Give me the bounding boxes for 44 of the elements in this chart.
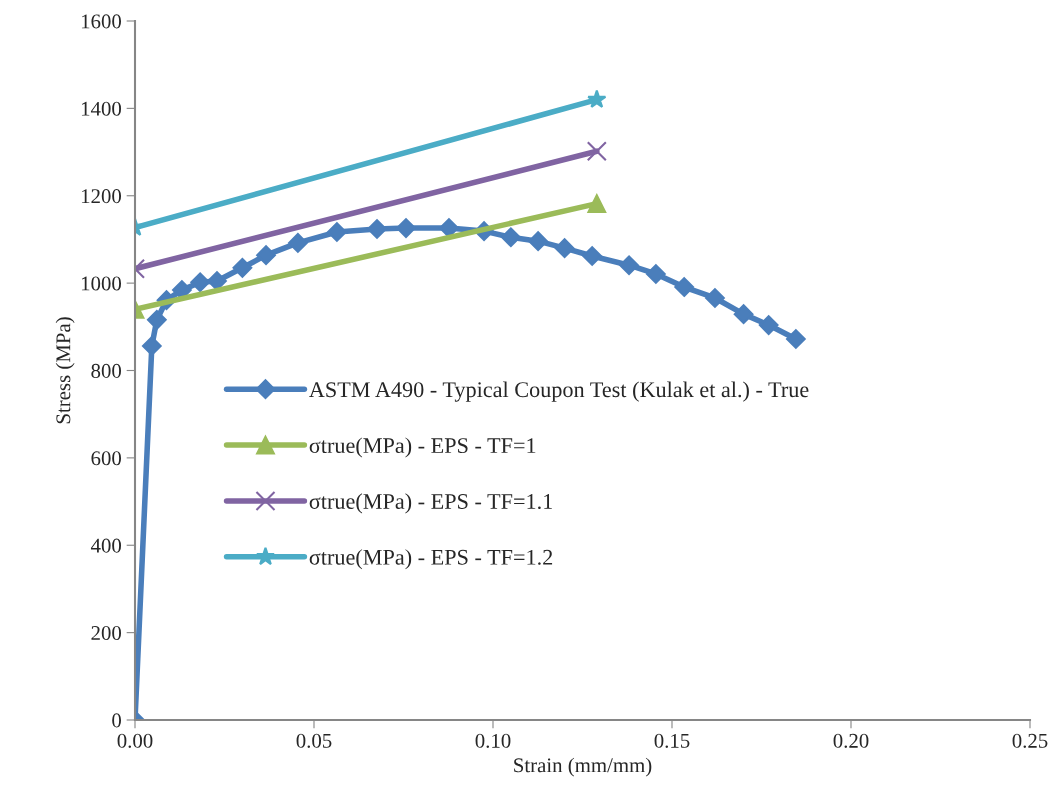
point — [190, 272, 211, 293]
point — [232, 257, 253, 278]
y-axis-title: Stress (MPa) — [55, 317, 75, 424]
legend-label: σtrue(MPa) - EPS - TF=1.1 — [309, 493, 552, 514]
point — [207, 271, 227, 291]
point — [554, 238, 575, 259]
point — [758, 315, 779, 335]
y-tick-label: 200 — [91, 626, 122, 641]
legend-label: ASTM A490 - Typical Coupon Test (Kulak et al.) - True — [309, 381, 809, 402]
point — [646, 264, 666, 284]
y-tick-label: 1200 — [81, 189, 122, 204]
y-tick-label: 800 — [91, 363, 122, 378]
point — [172, 280, 192, 300]
point — [619, 255, 639, 276]
point — [582, 246, 603, 266]
x-tick-label: 0.20 — [833, 733, 869, 748]
y-tick-label: 400 — [90, 538, 122, 553]
point — [439, 218, 459, 238]
point — [674, 277, 695, 297]
y-tick-label: 1600 — [81, 14, 122, 29]
legend-label: σtrue(MPa) - EPS - TF=1.2 — [309, 549, 553, 570]
point — [288, 233, 308, 253]
x-tick-label: 0.15 — [654, 733, 690, 748]
y-tick-label: 1000 — [81, 276, 122, 291]
x-axis-title: Strain (mm/mm) — [514, 757, 652, 777]
x-tick-label: 0.10 — [475, 733, 511, 748]
point — [146, 309, 167, 330]
point — [367, 219, 387, 239]
legend-label: σtrue(MPa) - EPS - TF=1 — [309, 437, 536, 458]
y-tick-label: 600 — [91, 451, 122, 466]
y-tick-label: 0 — [112, 713, 122, 728]
x-tick-label: 0.00 — [117, 733, 153, 748]
point — [733, 304, 754, 325]
point — [141, 336, 162, 356]
point — [327, 222, 347, 242]
x-tick-label: 0.25 — [1012, 733, 1048, 748]
y-tick-label: 1400 — [81, 101, 122, 116]
point — [528, 231, 548, 252]
point — [501, 227, 521, 248]
point — [256, 245, 276, 266]
point — [785, 329, 806, 349]
x-tick-label: 0.05 — [296, 733, 332, 748]
point — [705, 288, 725, 308]
point — [396, 218, 416, 238]
